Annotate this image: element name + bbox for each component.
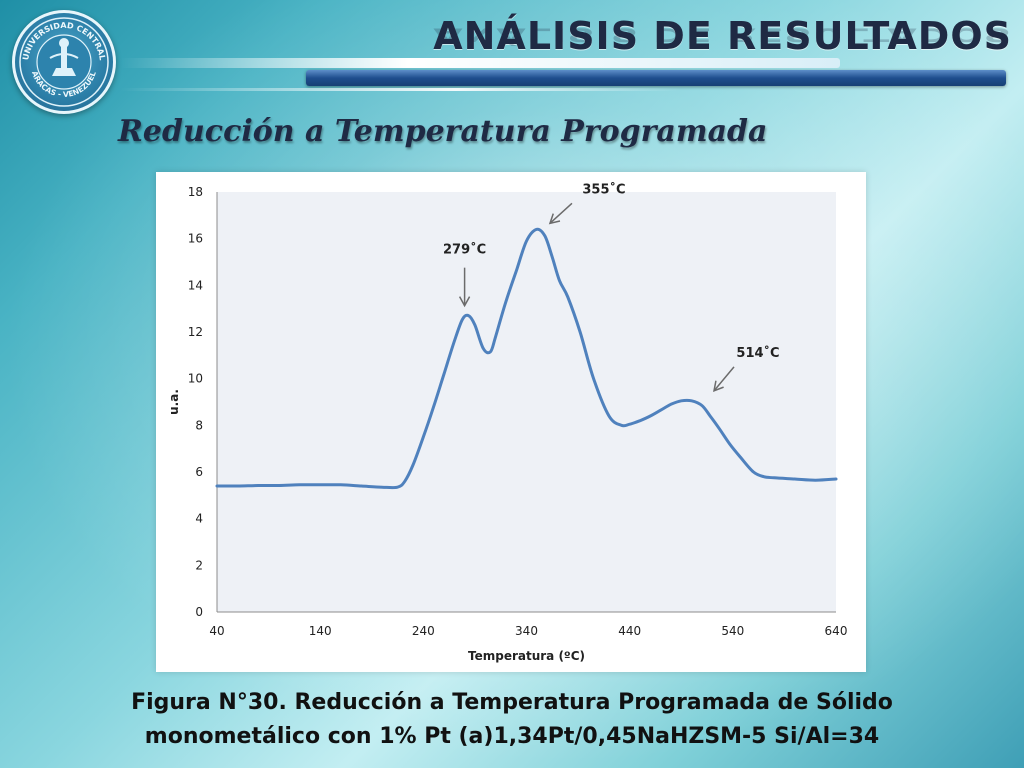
x-tick-label: 40 — [209, 624, 224, 638]
annotation-arrow-shaft — [713, 366, 735, 392]
section-subtitle: Reducción a Temperatura Programada — [118, 114, 768, 149]
y-tick-label: 10 — [188, 372, 203, 386]
x-tick-label: 540 — [721, 624, 744, 638]
annotation-label: 355˚C — [582, 181, 625, 197]
annotation-arrow-head — [713, 380, 724, 393]
y-tick-label: 8 — [195, 418, 203, 432]
y-tick-label: 18 — [188, 185, 203, 199]
annotation-label: 279˚C — [443, 242, 486, 258]
header-bar-highlight — [120, 88, 680, 91]
y-axis-label: u.a. — [167, 389, 181, 415]
x-axis-label: Temperatura (ºC) — [468, 649, 585, 663]
caption-line-2: monometálico con 1% Pt (a)1,34Pt/0,45NaH… — [144, 724, 880, 749]
y-tick-label: 6 — [195, 465, 203, 479]
series-line — [215, 227, 838, 490]
x-tick-label: 440 — [618, 624, 641, 638]
caption-line-1: Figura N°30. Reducción a Temperatura Pro… — [131, 690, 893, 715]
y-tick-label: 12 — [188, 325, 203, 339]
figure-caption: Figura N°30. Reducción a Temperatura Pro… — [0, 686, 1024, 754]
y-tick-label: 14 — [188, 278, 203, 292]
y-tick-label: 2 — [195, 558, 203, 572]
annotation-arrow-head — [458, 296, 471, 308]
x-tick-label: 340 — [515, 624, 538, 638]
x-tick-label: 140 — [309, 624, 332, 638]
header-bar-dark — [306, 70, 1006, 86]
y-tick-label: 16 — [188, 232, 203, 246]
tpr-line-chart: 0 2 4 6 8 10 12 14 16 18 40 140 240 340 440 540 640 Tempe… — [167, 181, 848, 663]
header-bar-light — [120, 58, 840, 68]
x-tick-label: 240 — [412, 624, 435, 638]
y-tick-label: 0 — [195, 605, 203, 619]
annotation-label: 514˚C — [736, 345, 779, 361]
y-tick-label: 4 — [195, 512, 203, 526]
x-tick-label: 640 — [825, 624, 848, 638]
page-title: ANÁLISIS DE RESULTADOS — [433, 14, 1012, 58]
chart-container: 0 2 4 6 8 10 12 14 16 18 40 140 240 340 440 540 640 Tempe… — [156, 172, 866, 672]
annotation-arrow-shaft — [549, 202, 573, 224]
plot-area — [217, 192, 836, 612]
annotation-arrow-head — [548, 213, 561, 225]
